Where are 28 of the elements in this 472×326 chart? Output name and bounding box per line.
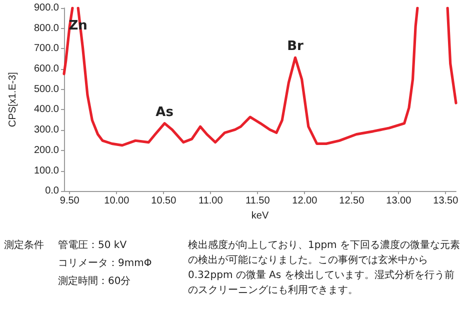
x-tick-label: 11.00 — [198, 196, 224, 207]
annotation: Br — [287, 38, 304, 54]
y-tick-label: 0.0 — [45, 186, 60, 197]
y-tick-label: 900.0 — [34, 2, 60, 14]
text: 管電圧：50 kV — [58, 239, 127, 253]
y-tick-label: 800.0 — [34, 22, 60, 34]
y-tick-label: 100.0 — [34, 165, 60, 176]
y-axis-title: CPS[x1.E-3] — [8, 72, 18, 128]
x-tick-label: 13.50 — [433, 196, 459, 207]
x-tick-label: 12.00 — [292, 196, 318, 207]
x-tick-label: 13.00 — [386, 196, 412, 207]
x-tick-label: 9.50 — [60, 196, 80, 207]
x-tick-label: 10.00 — [104, 196, 130, 207]
y-tick-label: 700.0 — [34, 43, 60, 54]
x-tick-label: 12.50 — [339, 196, 365, 207]
text: 検出感度が向上しており、1ppm を下回る濃度の微量な元素の検出が可能になりました。この事例では玄米中から 0.32ppm の微量 As を検出しています。湿式分析を行う前のスクリーニングにも利用できます。 — [188, 238, 461, 298]
text: 測定時間：60分 — [58, 274, 131, 289]
x-tick-label: 10.50 — [151, 196, 177, 207]
x-tick-label: 11.50 — [246, 196, 270, 207]
text: コリメータ：9mmΦ — [58, 257, 152, 271]
y-tick-label: 400.0 — [34, 104, 60, 116]
y-tick-label: 200.0 — [34, 144, 60, 156]
y-tick-label: 300.0 — [34, 124, 60, 136]
y-tick-label: 500.0 — [34, 84, 60, 95]
y-tick-label: 600.0 — [34, 64, 60, 75]
annotation: As — [156, 104, 174, 120]
text: 測定条件 — [4, 238, 44, 253]
x-axis-title: keV — [251, 210, 269, 222]
